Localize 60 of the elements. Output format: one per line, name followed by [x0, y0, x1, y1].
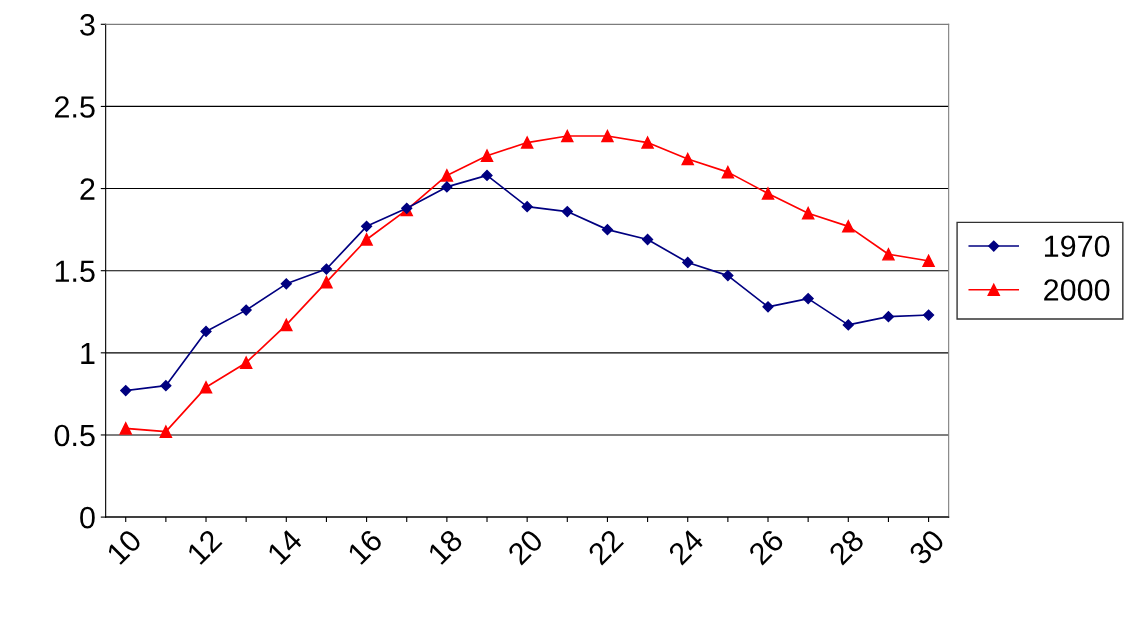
point	[561, 205, 573, 218]
x-tick-label: 20	[506, 528, 545, 566]
point	[160, 380, 172, 392]
x-tick-label: 22	[587, 528, 624, 566]
point	[240, 304, 252, 316]
point	[280, 278, 292, 290]
point	[120, 385, 132, 397]
y-tick-label: 1.5	[55, 260, 95, 283]
point	[922, 309, 935, 321]
point	[480, 149, 494, 162]
y-tick-label: 2.5	[55, 96, 95, 118]
point	[682, 256, 694, 269]
point	[641, 233, 654, 246]
point	[441, 181, 453, 193]
y-tick-label: 3	[80, 14, 95, 36]
point	[601, 129, 614, 143]
point	[199, 381, 213, 394]
point	[722, 270, 734, 282]
point	[842, 319, 854, 331]
point	[641, 136, 654, 149]
point	[721, 165, 735, 179]
point	[360, 233, 373, 246]
point	[882, 311, 895, 323]
x-tick-label: 30	[907, 528, 946, 566]
point	[922, 254, 935, 268]
point	[802, 293, 814, 305]
x-tick-label: 24	[667, 528, 705, 566]
point	[801, 206, 815, 220]
point	[761, 187, 775, 200]
point	[360, 220, 373, 232]
point	[762, 301, 774, 313]
point	[200, 325, 212, 338]
point	[440, 169, 454, 182]
point	[521, 201, 533, 213]
point	[280, 318, 293, 332]
point	[320, 275, 333, 289]
point	[842, 220, 855, 233]
y-tick-label: 1	[81, 342, 95, 364]
point	[119, 422, 132, 435]
point	[239, 356, 253, 369]
y-tick-label: 2	[80, 178, 95, 200]
legend-label: 2000	[1044, 279, 1110, 301]
y-tick-label: 0.5	[54, 424, 95, 447]
point	[882, 248, 895, 261]
point	[561, 129, 574, 143]
point	[320, 263, 333, 275]
point	[159, 425, 173, 438]
x-tick-label: 26	[747, 528, 785, 566]
legend-label: 1970	[1044, 235, 1110, 258]
x-tick-label: 10	[105, 528, 143, 566]
x-tick-label: 12	[186, 528, 223, 565]
x-tick-label: 28	[827, 528, 866, 566]
point	[481, 169, 493, 182]
point	[681, 152, 694, 166]
y-tick-label: 0	[80, 506, 95, 529]
point	[520, 136, 534, 149]
point	[601, 224, 614, 236]
x-tick-label: 16	[346, 528, 384, 566]
x-tick-label: 18	[427, 528, 464, 566]
x-tick-label: 14	[266, 528, 304, 565]
